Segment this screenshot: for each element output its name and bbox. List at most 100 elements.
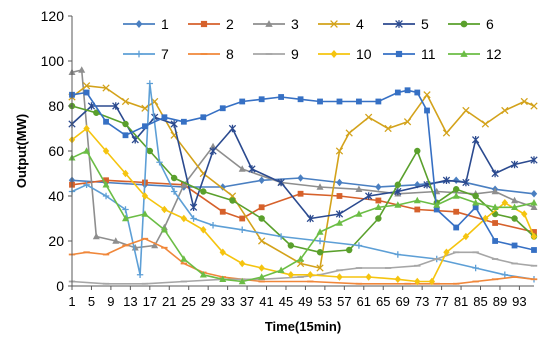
series-12-point	[394, 201, 402, 208]
series-12-point	[102, 181, 110, 188]
series-10-point	[530, 232, 538, 241]
legend-label: 5	[421, 16, 429, 32]
series-10-point	[161, 205, 168, 214]
series-12-point	[277, 266, 285, 273]
series-4-point	[462, 106, 470, 115]
series-12-point	[258, 273, 266, 280]
series-3-point	[491, 187, 499, 195]
series-3-point	[131, 244, 139, 251]
x-tick-label: 89	[493, 294, 507, 309]
series-4-point	[82, 82, 91, 90]
series-2-point	[239, 215, 246, 222]
legend-swatch-marker	[330, 20, 338, 28]
y-tick-label: 100	[41, 53, 65, 69]
series-12-point	[141, 210, 149, 217]
series-11-point	[472, 204, 479, 211]
series-6-point	[452, 186, 460, 193]
x-tick-label: 69	[395, 294, 409, 309]
series-10-point	[365, 273, 372, 281]
series-6-point	[258, 215, 265, 222]
series-11-point	[356, 98, 362, 105]
x-tick-label: 41	[259, 294, 273, 309]
legend-item-12: 12	[448, 46, 502, 62]
series-2-point	[258, 204, 265, 211]
series-8-line	[71, 238, 535, 285]
legend-item-2: 2	[188, 16, 234, 32]
series-4-point	[520, 97, 528, 106]
legend-label: 6	[486, 16, 494, 32]
series-3-point	[511, 196, 519, 204]
series-6-point	[200, 188, 207, 195]
series-10-point	[307, 270, 314, 279]
series-5-point	[209, 147, 217, 155]
series-9	[68, 251, 538, 285]
series-4-point	[335, 147, 344, 155]
series-7-point	[316, 237, 324, 245]
series-10-point	[287, 270, 295, 279]
legend-label: 12	[486, 46, 502, 62]
series-6-point	[122, 120, 129, 128]
series-1-point	[258, 176, 265, 185]
series-12-point	[355, 210, 363, 217]
series-2-point	[414, 206, 421, 213]
x-tick-label: 5	[88, 294, 95, 309]
series-4-line	[71, 85, 535, 269]
legend-label: 11	[421, 46, 436, 62]
series-12-point	[297, 255, 305, 262]
series-11-point	[531, 247, 537, 253]
x-tick-label: 29	[201, 294, 215, 309]
series-5-point	[170, 120, 178, 128]
series-11-point	[278, 94, 285, 100]
series-4-point	[442, 129, 451, 137]
series-4-point	[345, 129, 353, 137]
legend-swatch-marker	[460, 50, 468, 57]
series-12-point	[238, 277, 246, 285]
y-tick-label: 0	[56, 278, 64, 294]
series-3-point	[92, 232, 100, 240]
series-5-point	[189, 203, 198, 211]
y-tick-label: 40	[48, 188, 64, 204]
series-4-point	[403, 118, 412, 126]
x-tick-label: 77	[434, 294, 448, 309]
series-5-point	[364, 192, 373, 200]
series-6-point	[170, 174, 178, 182]
series-12-point	[180, 255, 188, 262]
series-4-point	[364, 113, 373, 121]
series-11-point	[161, 114, 168, 121]
legend-label: 2	[226, 16, 234, 32]
series-5-point	[530, 156, 538, 164]
series-10-point	[141, 192, 149, 200]
x-tick-label: 85	[473, 294, 487, 309]
series-11-point	[317, 98, 323, 105]
x-tick-label: 61	[357, 294, 371, 309]
series-7-point	[156, 159, 163, 166]
legend-swatch-marker	[395, 20, 403, 28]
series-3-point	[316, 183, 324, 190]
legend-swatch-marker	[395, 50, 403, 58]
series-7-point	[501, 271, 509, 278]
series-11-point	[336, 98, 343, 105]
series-11-point	[394, 89, 401, 96]
series-7-point	[146, 80, 154, 87]
legend-item-6: 6	[448, 16, 494, 32]
series-7-point	[239, 226, 246, 233]
legend-item-9: 9	[253, 46, 299, 62]
series-2-point	[375, 197, 382, 204]
series-11-point	[239, 98, 246, 105]
series-10-point	[462, 232, 470, 241]
series-5-point	[228, 124, 237, 133]
series-6-point	[414, 147, 421, 155]
series-3-point	[209, 142, 217, 150]
x-tick-label: 37	[240, 294, 254, 309]
y-tick-label: 20	[48, 233, 64, 249]
series-3-point	[238, 165, 246, 172]
series-6-point	[287, 242, 295, 249]
series-11-point	[180, 118, 187, 125]
series-5-line	[71, 105, 535, 220]
legend-item-4: 4	[318, 16, 364, 32]
series-7-point	[190, 215, 197, 222]
series-11-point	[424, 107, 430, 114]
series-2-line	[71, 179, 535, 233]
series-11-point	[83, 89, 90, 96]
